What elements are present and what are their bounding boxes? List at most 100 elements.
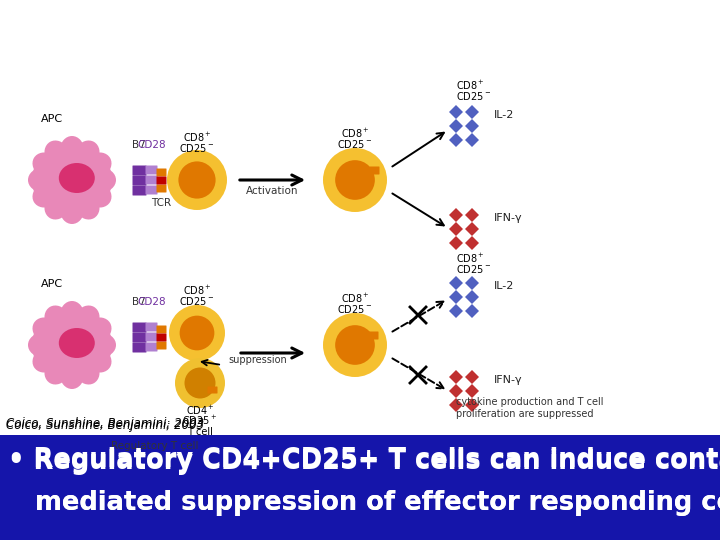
FancyBboxPatch shape xyxy=(145,342,158,352)
Text: CD25$^-$: CD25$^-$ xyxy=(338,138,372,150)
Text: CD8$^+$: CD8$^+$ xyxy=(183,284,212,297)
Text: Coico, Sunshine, Benjamini; 2003: Coico, Sunshine, Benjamini; 2003 xyxy=(6,416,204,429)
FancyBboxPatch shape xyxy=(156,326,166,334)
Text: APC: APC xyxy=(41,114,63,124)
Ellipse shape xyxy=(60,196,84,224)
Text: Regulatory T cell: Regulatory T cell xyxy=(112,441,199,451)
Text: CD25$^+$: CD25$^+$ xyxy=(182,414,217,427)
Text: Activation: Activation xyxy=(246,186,298,196)
Circle shape xyxy=(169,305,225,361)
Text: CD25$^-$: CD25$^-$ xyxy=(179,295,215,307)
Text: CD28: CD28 xyxy=(138,140,166,150)
Text: IFN-γ: IFN-γ xyxy=(494,375,523,385)
Text: Coico, Sunshine, Benjamini; 2003: Coico, Sunshine, Benjamini; 2003 xyxy=(6,418,204,431)
FancyBboxPatch shape xyxy=(156,341,166,349)
Ellipse shape xyxy=(32,318,60,342)
Ellipse shape xyxy=(45,140,70,167)
FancyBboxPatch shape xyxy=(145,176,158,185)
Polygon shape xyxy=(449,398,463,412)
Polygon shape xyxy=(465,290,479,304)
Ellipse shape xyxy=(45,192,70,219)
Polygon shape xyxy=(465,370,479,384)
Text: mediated suppression of effector responding cells.: mediated suppression of effector respond… xyxy=(8,490,720,516)
FancyBboxPatch shape xyxy=(145,186,158,194)
Polygon shape xyxy=(465,105,479,119)
Ellipse shape xyxy=(74,357,99,384)
Ellipse shape xyxy=(88,333,116,357)
Polygon shape xyxy=(465,133,479,147)
Polygon shape xyxy=(449,290,463,304)
Polygon shape xyxy=(449,105,463,119)
Text: CD25$^-$: CD25$^-$ xyxy=(179,142,215,154)
Text: CD8$^+$: CD8$^+$ xyxy=(341,127,369,140)
Text: CD25$^-$: CD25$^-$ xyxy=(456,90,491,102)
Polygon shape xyxy=(449,222,463,236)
FancyBboxPatch shape xyxy=(156,185,166,192)
FancyBboxPatch shape xyxy=(145,333,158,341)
Circle shape xyxy=(336,325,375,365)
Ellipse shape xyxy=(32,152,60,178)
Ellipse shape xyxy=(60,136,84,164)
Polygon shape xyxy=(465,304,479,318)
Text: IL-2: IL-2 xyxy=(494,110,514,120)
Ellipse shape xyxy=(60,361,84,389)
Ellipse shape xyxy=(28,333,56,357)
Ellipse shape xyxy=(59,328,95,358)
Text: • Regulatory CD4+CD25+ T cells can induce contact: • Regulatory CD4+CD25+ T cells can induc… xyxy=(8,447,720,473)
Ellipse shape xyxy=(84,318,112,342)
Ellipse shape xyxy=(74,306,99,333)
Text: • Regulatory CD4+CD25+ T cells can induce contact: • Regulatory CD4+CD25+ T cells can induc… xyxy=(8,449,720,475)
Circle shape xyxy=(167,150,227,210)
Circle shape xyxy=(175,358,225,408)
Text: suppression: suppression xyxy=(228,355,287,365)
Ellipse shape xyxy=(45,306,70,333)
Ellipse shape xyxy=(84,152,112,178)
Ellipse shape xyxy=(45,357,70,384)
Ellipse shape xyxy=(88,168,116,192)
Text: proliferation are suppressed: proliferation are suppressed xyxy=(456,409,593,419)
Ellipse shape xyxy=(32,183,60,207)
Circle shape xyxy=(323,313,387,377)
Circle shape xyxy=(179,161,215,199)
Polygon shape xyxy=(449,276,463,290)
Polygon shape xyxy=(465,119,479,133)
Polygon shape xyxy=(465,384,479,398)
Circle shape xyxy=(180,316,215,350)
Ellipse shape xyxy=(32,143,112,217)
Text: CD8$^+$: CD8$^+$ xyxy=(341,292,369,305)
Bar xyxy=(0,435,720,540)
FancyBboxPatch shape xyxy=(132,176,146,186)
FancyBboxPatch shape xyxy=(156,168,166,177)
Text: CD8$^+$: CD8$^+$ xyxy=(456,252,485,265)
Polygon shape xyxy=(449,370,463,384)
Text: IL-2: IL-2 xyxy=(494,281,514,291)
Text: CD25$^-$: CD25$^-$ xyxy=(456,263,491,275)
Text: T cell: T cell xyxy=(187,427,213,437)
Ellipse shape xyxy=(84,347,112,373)
Text: mediated suppression of effector responding cells.: mediated suppression of effector respond… xyxy=(8,490,720,516)
Text: APC: APC xyxy=(41,279,63,289)
FancyBboxPatch shape xyxy=(156,334,166,341)
Text: TCR: TCR xyxy=(151,198,171,208)
FancyBboxPatch shape xyxy=(156,177,166,185)
FancyBboxPatch shape xyxy=(369,166,379,174)
Ellipse shape xyxy=(59,163,95,193)
FancyBboxPatch shape xyxy=(145,165,158,174)
Ellipse shape xyxy=(74,140,99,167)
Polygon shape xyxy=(465,398,479,412)
FancyBboxPatch shape xyxy=(132,186,146,195)
Ellipse shape xyxy=(28,168,56,192)
Ellipse shape xyxy=(84,183,112,207)
Polygon shape xyxy=(449,208,463,222)
Text: CD8$^+$: CD8$^+$ xyxy=(456,79,485,92)
Polygon shape xyxy=(449,384,463,398)
Text: CD28: CD28 xyxy=(138,297,166,307)
Text: CD4$^+$: CD4$^+$ xyxy=(186,404,215,417)
FancyBboxPatch shape xyxy=(132,333,146,342)
Ellipse shape xyxy=(60,301,84,329)
Ellipse shape xyxy=(32,308,112,382)
FancyBboxPatch shape xyxy=(145,322,158,332)
Text: CD25$^-$: CD25$^-$ xyxy=(338,303,372,315)
Polygon shape xyxy=(449,133,463,147)
Circle shape xyxy=(184,368,215,399)
